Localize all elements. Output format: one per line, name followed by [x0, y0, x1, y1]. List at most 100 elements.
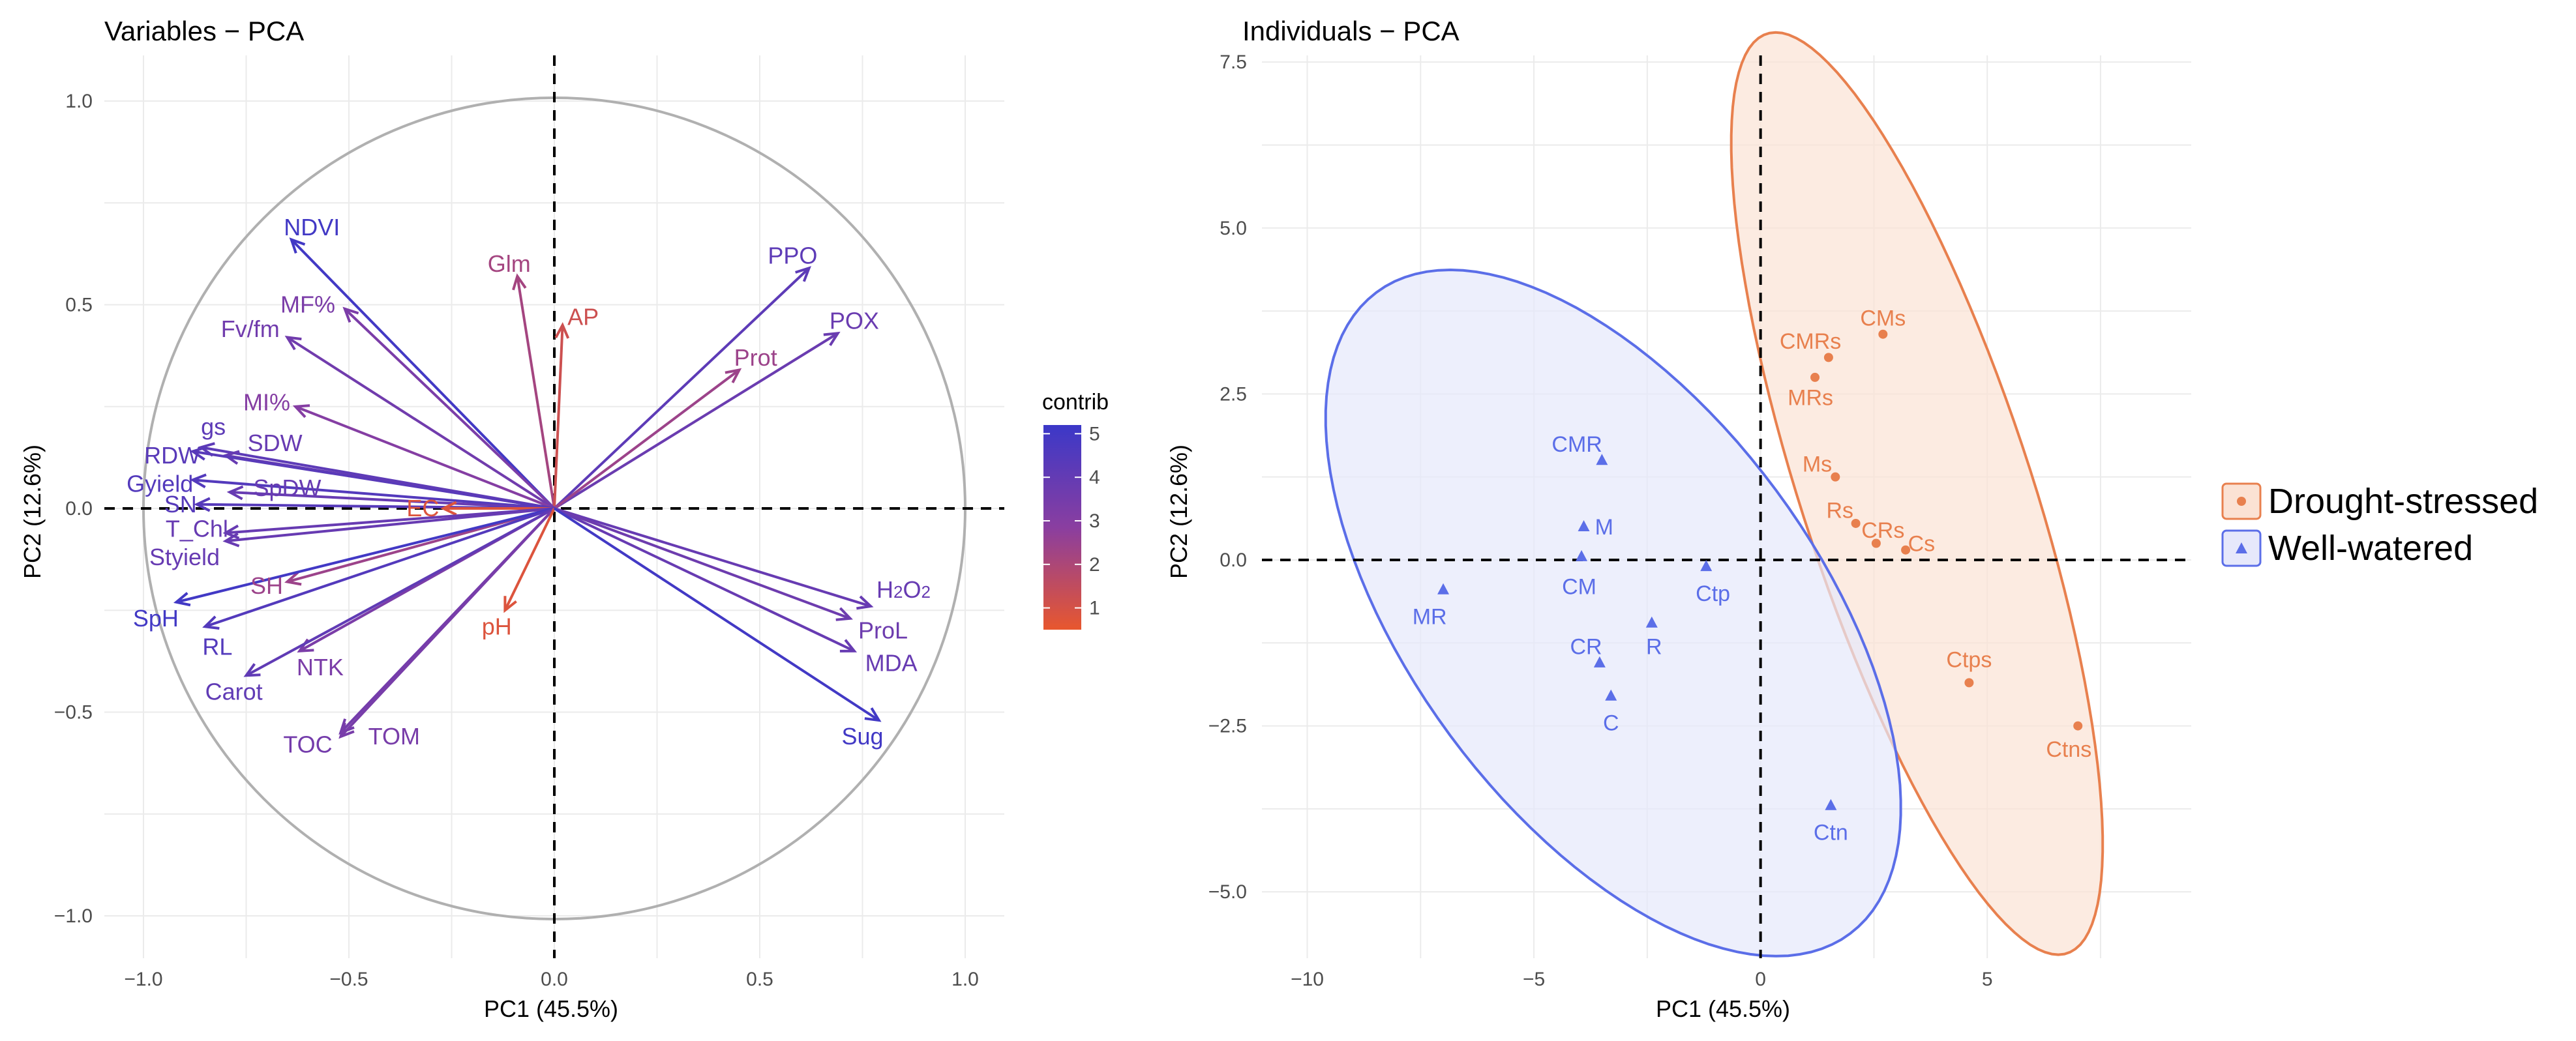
arrow-shaft-fv-fm	[286, 336, 556, 510]
variable-label-ndvi: NDVI	[284, 214, 340, 241]
arrow-head-mda	[839, 639, 858, 652]
contrib-tick-label: 4	[1089, 467, 1100, 488]
arrow-ph	[503, 508, 556, 613]
y-tick-label: −5.0	[1208, 881, 1247, 903]
contrib-legend-ticks: 1 2 3 4 5	[1043, 423, 1100, 619]
x-tick-label: 0.5	[746, 969, 773, 990]
x-tick-label: 0	[1755, 969, 1766, 990]
variable-label-sug: Sug	[841, 723, 883, 750]
arrow-mda	[554, 507, 858, 652]
variable-label-ph: pH	[482, 613, 512, 639]
y-tick-label: 5.0	[1220, 218, 1247, 239]
point-label-ctp: Ctp	[1696, 581, 1730, 606]
individuals-y-axis-title: PC2 (12.6%)	[1165, 445, 1192, 579]
point-label-cms: CMs	[1860, 306, 1906, 330]
legend-entry-well-watered: Well-watered	[2221, 529, 2473, 568]
variable-label-carot: Carot	[205, 678, 263, 705]
variable-label-ntk: NTK	[297, 654, 344, 681]
x-tick-label: 5	[1982, 969, 1993, 990]
arrow-shaft-gyield	[192, 478, 555, 510]
point-label-mr: MR	[1413, 605, 1447, 630]
arrow-head-mi	[292, 404, 310, 418]
point-mr	[1437, 583, 1450, 594]
point-label-ctn: Ctn	[1814, 821, 1848, 845]
arrow-shaft-h2o2	[554, 507, 871, 608]
point-label-cm: CM	[1562, 575, 1596, 600]
arrow-prot	[553, 368, 742, 510]
arrow-shaft-rdw	[192, 450, 555, 510]
arrow-shaft-ph	[503, 508, 556, 611]
arrow-shaft-mi	[295, 405, 555, 510]
point-cm	[1576, 550, 1588, 561]
y-tick-label: −2.5	[1208, 716, 1247, 737]
arrow-head-rdw	[190, 446, 207, 461]
point-label-r: R	[1646, 634, 1662, 659]
x-tick-label: −5	[1523, 969, 1545, 990]
point-label-crs: CRs	[1861, 518, 1904, 543]
arrow-shaft-rl	[204, 507, 555, 628]
x-tick-label: 0.0	[541, 969, 568, 990]
arrow-shaft-pox	[553, 332, 839, 510]
arrow-head-glm	[512, 273, 527, 291]
point-crs	[1871, 538, 1881, 548]
point-ctns	[2073, 721, 2083, 731]
variable-label-sh: SH	[250, 572, 283, 599]
arrow-glm	[512, 273, 556, 509]
variable-label-mda: MDA	[865, 650, 918, 677]
arrow-head-sph	[173, 592, 191, 607]
x-tick-label: −0.5	[329, 969, 368, 990]
point-label-mrs: MRs	[1788, 385, 1833, 410]
variable-labels: NDVI Glm AP PPO POX Prot MF%Fv/fm MI% gs SDW RDWGy…	[127, 214, 931, 758]
arrow-shaft-carot	[245, 507, 555, 677]
variable-label-rdw: RDW	[144, 442, 200, 469]
variable-label-prot: Prot	[734, 344, 777, 371]
variable-label-pox: POX	[830, 308, 879, 334]
variable-label-toc: TOC	[283, 731, 332, 758]
variable-label-t-chl: T_Chl	[166, 515, 228, 542]
variables-y-axis-title: PC2 (12.6%)	[19, 445, 46, 579]
variable-label-ec: EC	[406, 495, 439, 521]
arrow-head-fv-fm	[284, 336, 302, 351]
arrow-shaft-ppo	[553, 267, 810, 510]
arrow-shaft-mda	[554, 507, 855, 652]
y-tick-label: 0.5	[65, 295, 93, 316]
point-label-ctps: Ctps	[1946, 648, 1992, 673]
arrow-head-tom	[338, 722, 355, 739]
drought-stressed-circle-icon	[2237, 497, 2246, 506]
variable-label-rl: RL	[202, 634, 232, 660]
arrow-shaft-spdw	[230, 491, 555, 510]
variable-label-ap: AP	[567, 303, 599, 330]
point-label-c: C	[1603, 711, 1619, 735]
point-label-cmr: CMR	[1551, 432, 1602, 457]
variables-zero-lines	[104, 55, 1004, 958]
individual-points	[1437, 329, 2083, 810]
variable-label-h2o2: H2O2	[876, 576, 931, 603]
point-cs	[1901, 545, 1911, 555]
variable-arrows	[173, 237, 882, 739]
point-label-m: M	[1595, 515, 1613, 540]
arrow-fv-fm	[284, 336, 556, 510]
point-label-cs: Cs	[1908, 532, 1936, 557]
point-ctp	[1700, 560, 1713, 572]
arrow-head-ph	[503, 596, 517, 613]
arrow-ap	[553, 322, 570, 509]
y-tick-label: 0.0	[65, 498, 93, 520]
arrow-shaft-prot	[553, 368, 740, 510]
individuals-zero-lines	[1262, 55, 2191, 958]
arrow-head-styield	[222, 532, 240, 548]
y-tick-label: −0.5	[54, 702, 93, 724]
arrow-rl	[202, 507, 555, 630]
x-tick-label: −1.0	[124, 969, 162, 990]
variable-label-prol: ProL	[858, 617, 908, 644]
point-r	[1645, 616, 1658, 628]
point-cmr	[1596, 454, 1608, 465]
contrib-tick-label: 2	[1089, 554, 1100, 576]
point-label-ms: Ms	[1803, 452, 1832, 477]
point-mrs	[1810, 372, 1820, 382]
individuals-x-axis-title: PC1 (45.5%)	[1656, 995, 1790, 1022]
arrow-mf	[342, 306, 556, 510]
variable-label-sph: SpH	[133, 605, 179, 632]
arrow-head-mf	[342, 306, 359, 323]
contrib-colorbar	[1043, 425, 1081, 630]
variable-label-mf: MF%	[280, 291, 335, 318]
